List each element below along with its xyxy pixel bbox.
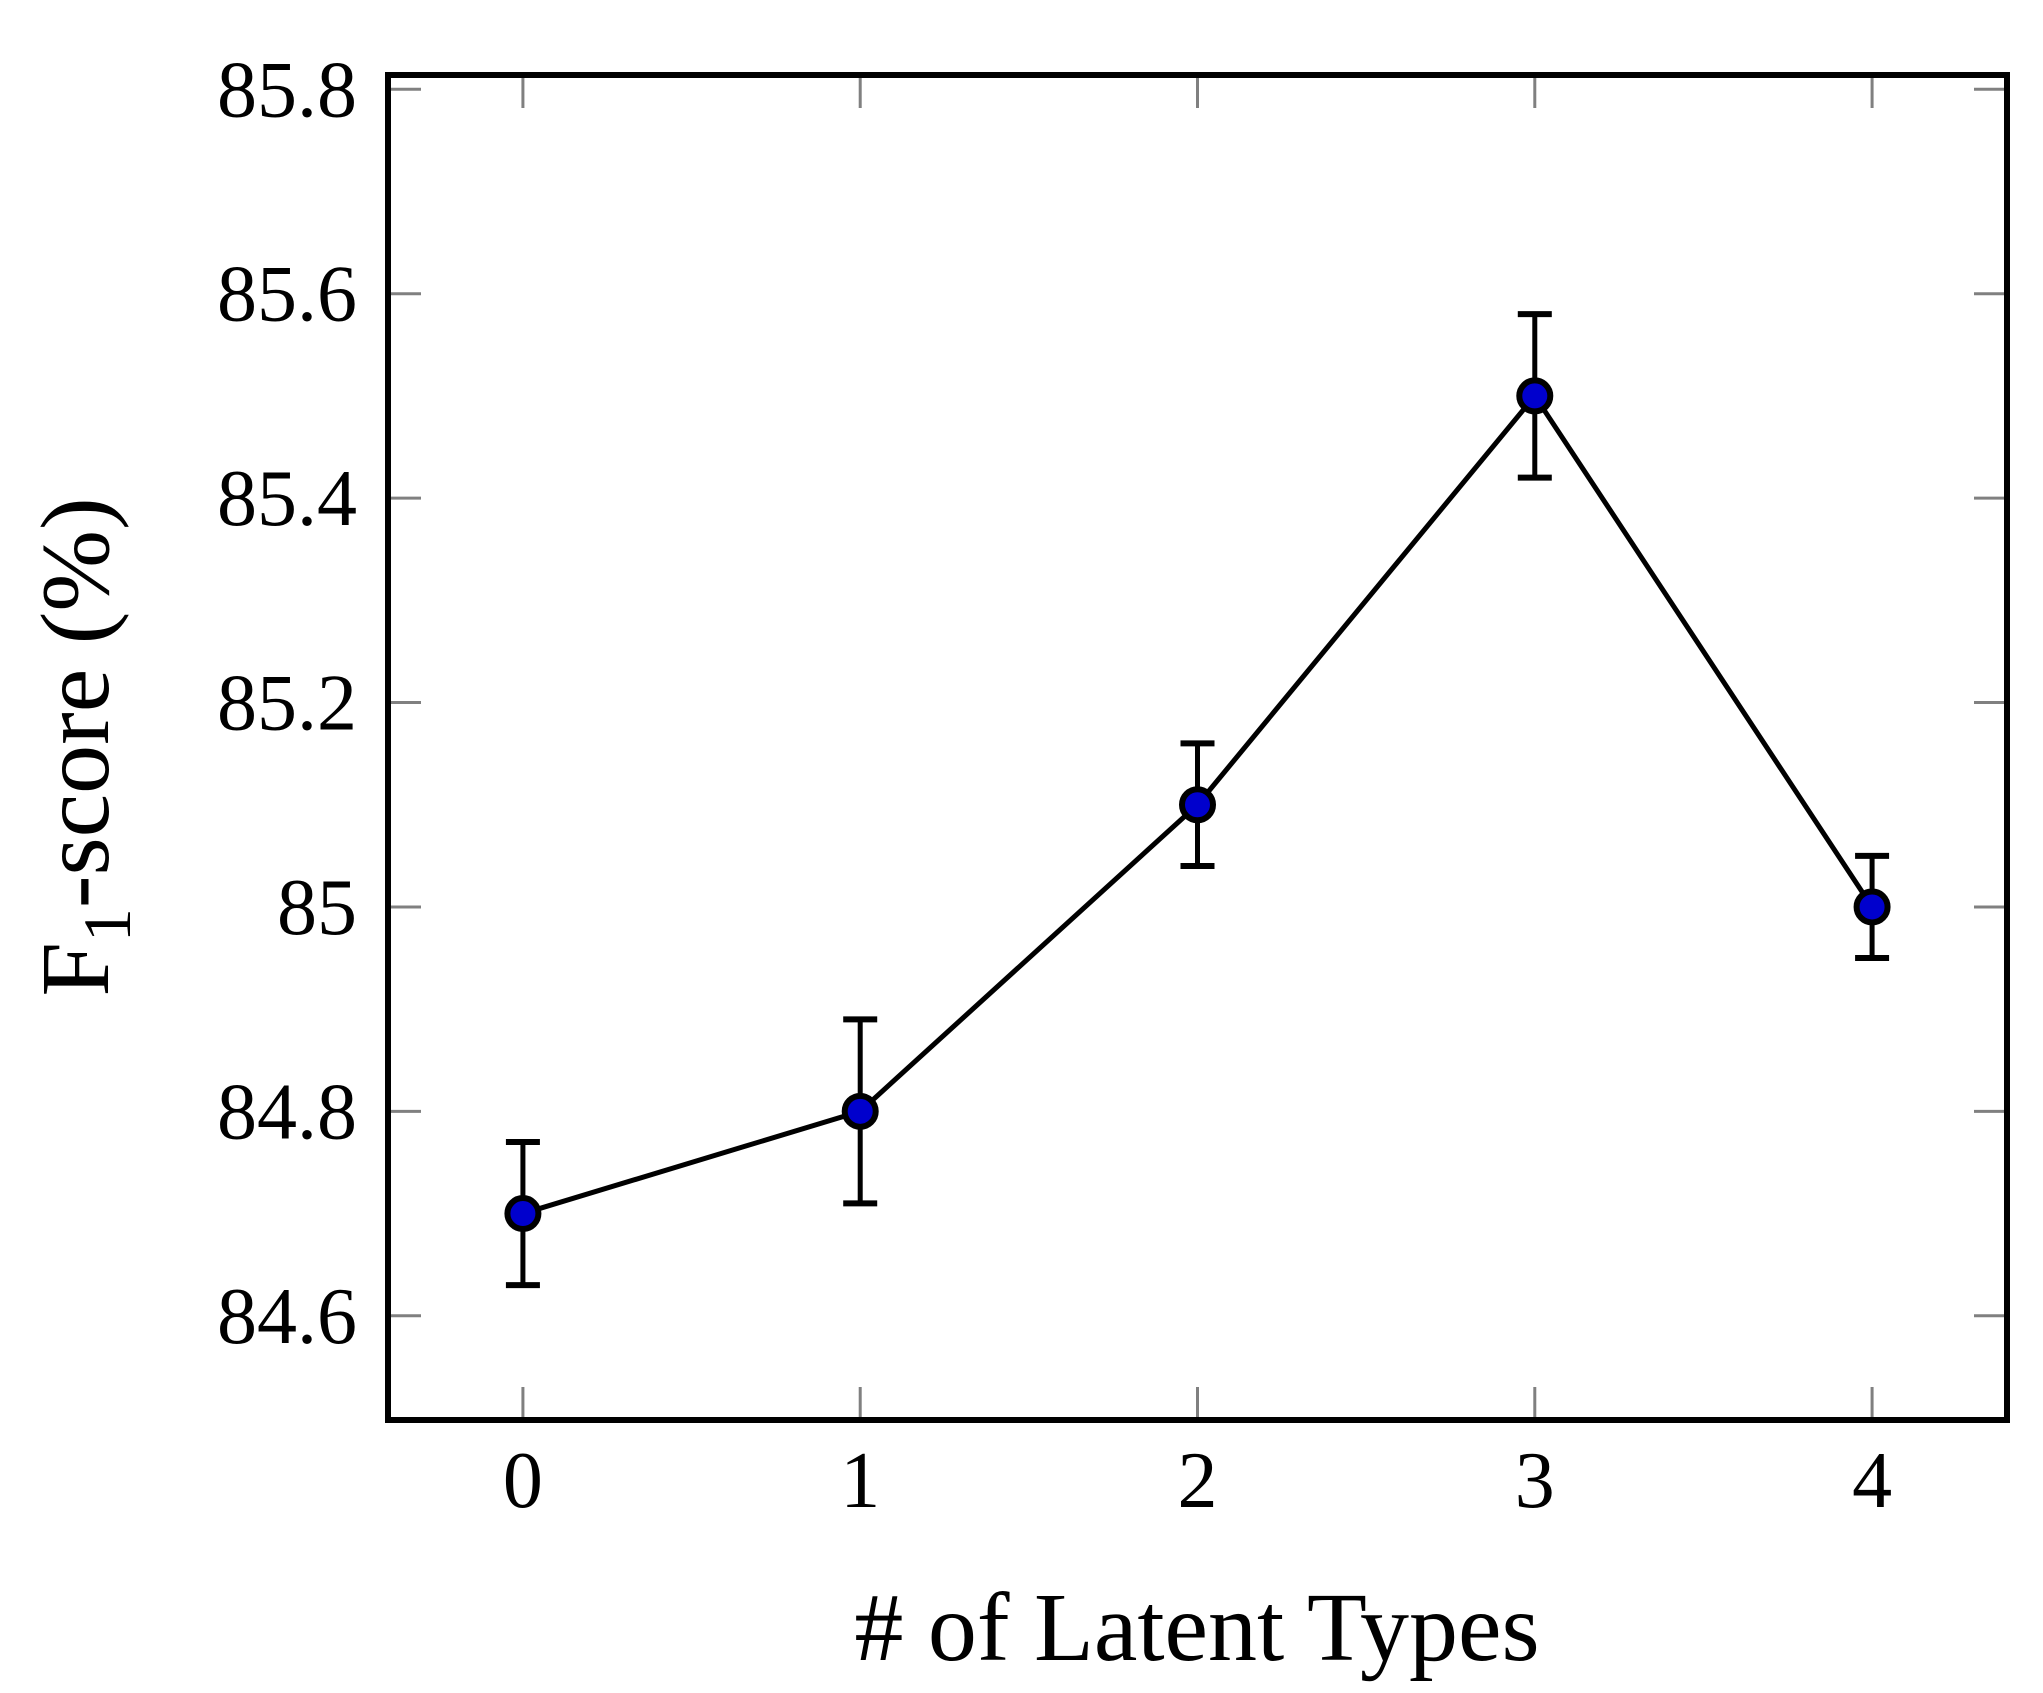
x-tick-label: 1 [840, 1437, 880, 1525]
x-tick-label: 3 [1515, 1437, 1555, 1525]
tick-marks-group [391, 78, 2004, 1417]
x-axis-label: # of Latent Types [854, 1574, 1539, 1682]
data-point [1853, 888, 1891, 926]
data-point [1179, 786, 1216, 824]
y-tick-labels-group: 84.6 84.8 85 85.2 85.4 85.6 85.8 [217, 46, 357, 1360]
plot-frame [385, 72, 2010, 1423]
data-point [504, 1195, 542, 1233]
y-label-subscript: 1 [69, 908, 145, 942]
y-tick-label: 84.6 [217, 1273, 357, 1361]
data-point [841, 1092, 879, 1130]
data-points-group [504, 377, 1891, 1233]
x-tick-label: 0 [503, 1437, 543, 1525]
y-tick-label: 85.8 [217, 46, 357, 134]
y-label-suffix: -score (%) [22, 497, 130, 908]
x-tick-labels-group: 0 1 2 3 4 [503, 1437, 1892, 1525]
x-tick-label: 4 [1852, 1437, 1892, 1525]
y-tick-label: 85.6 [217, 251, 357, 339]
x-tick-label: 2 [1178, 1437, 1218, 1525]
y-axis-label: F1-score (%) [22, 497, 145, 996]
y-tick-label: 85.4 [217, 455, 357, 543]
y-label-prefix: F [22, 942, 130, 997]
y-tick-label: 85.2 [217, 660, 357, 748]
y-tick-label: 84.8 [217, 1068, 357, 1156]
y-tick-label: 85 [277, 864, 357, 952]
data-point [1516, 377, 1554, 415]
